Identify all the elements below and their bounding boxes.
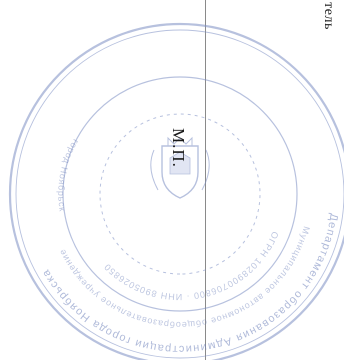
seal-bottom-text: город Ноябрьск <box>56 137 81 212</box>
stamp-placeholder-label: М.П. <box>169 128 188 168</box>
seal-inner-ring <box>62 76 298 312</box>
seal-center-ring <box>99 113 261 275</box>
seal-outer-ring <box>8 22 344 360</box>
seal-center-text: ОГРН 1028900706800 · ИНН 8905026850 <box>102 230 280 302</box>
seal-outer-thin-ring <box>15 29 344 359</box>
fold-line <box>205 0 206 360</box>
coat-of-arms-icon <box>150 136 210 199</box>
